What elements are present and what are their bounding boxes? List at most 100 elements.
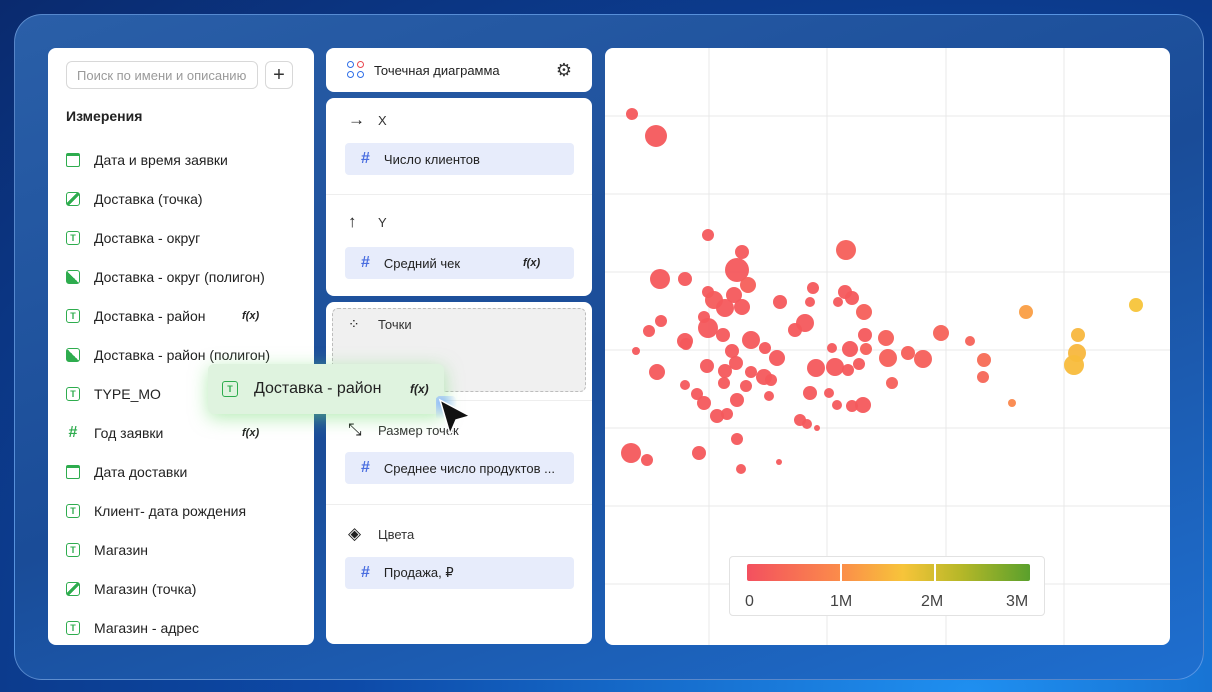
scatter-point[interactable]	[845, 291, 859, 305]
scatter-point[interactable]	[626, 108, 638, 120]
scatter-point[interactable]	[977, 371, 989, 383]
scatter-point[interactable]	[716, 299, 734, 317]
scatter-point[interactable]	[650, 269, 670, 289]
scatter-point[interactable]	[858, 328, 872, 342]
scatter-point[interactable]	[726, 287, 742, 303]
scatter-point[interactable]	[842, 364, 854, 376]
scatter-point[interactable]	[965, 336, 975, 346]
scatter-point[interactable]	[645, 125, 667, 147]
y-field-chip[interactable]: # Средний чек f(x)	[345, 247, 574, 279]
scatter-point[interactable]	[879, 349, 897, 367]
x-field-chip[interactable]: # Число клиентов	[345, 143, 574, 175]
scatter-point[interactable]	[643, 325, 655, 337]
search-input[interactable]: Поиск по имени и описанию	[66, 61, 258, 89]
scatter-point[interactable]	[901, 346, 915, 360]
scatter-point[interactable]	[697, 396, 711, 410]
scatter-point[interactable]	[632, 347, 640, 355]
scatter-point[interactable]	[807, 282, 819, 294]
scatter-point[interactable]	[759, 342, 771, 354]
scatter-point[interactable]	[826, 358, 844, 376]
scatter-point[interactable]	[824, 388, 834, 398]
scatter-point[interactable]	[649, 364, 665, 380]
scatter-point[interactable]	[788, 323, 802, 337]
scatter-point[interactable]	[769, 350, 785, 366]
scatter-point[interactable]	[680, 380, 690, 390]
scatter-point[interactable]	[1071, 328, 1085, 342]
dimension-item[interactable]: Доставка - округ (полигон)	[66, 257, 306, 296]
dimension-item[interactable]: Доставка (точка)	[66, 179, 306, 218]
scatter-point[interactable]	[776, 459, 782, 465]
chart-type-selector[interactable]: Точечная диаграмма ⚙	[326, 48, 592, 92]
scatter-point[interactable]	[734, 299, 750, 315]
scatter-point[interactable]	[1019, 305, 1033, 319]
scatter-point[interactable]	[802, 419, 812, 429]
scatter-point[interactable]	[803, 386, 817, 400]
scatter-point[interactable]	[853, 358, 865, 370]
scatter-point[interactable]	[842, 341, 858, 357]
scatter-point[interactable]	[736, 464, 746, 474]
scatter-point[interactable]	[730, 393, 744, 407]
dimension-item[interactable]: T TYPE_MO	[66, 374, 306, 413]
scatter-point[interactable]	[836, 240, 856, 260]
dragged-field[interactable]: T Доставка - район f(x)	[208, 364, 444, 414]
scatter-point[interactable]	[718, 377, 730, 389]
scatter-point[interactable]	[621, 443, 641, 463]
dimension-item[interactable]: Магазин (точка)	[66, 569, 306, 608]
dimension-item[interactable]: Доставка - район (полигон)	[66, 335, 306, 374]
scatter-point[interactable]	[725, 344, 739, 358]
scatter-point[interactable]	[933, 325, 949, 341]
scatter-point[interactable]	[691, 388, 703, 400]
scatter-point[interactable]	[700, 359, 714, 373]
gear-icon[interactable]: ⚙	[555, 60, 573, 80]
size-field-chip[interactable]: # Среднее число продуктов ...	[345, 452, 574, 484]
dimension-item[interactable]: T Магазин	[66, 530, 306, 569]
dimension-item[interactable]: Дата доставки	[66, 452, 306, 491]
add-field-button[interactable]: +	[265, 61, 293, 89]
dimension-item[interactable]: Дата и время заявки	[66, 140, 306, 179]
points-dropzone[interactable]	[332, 308, 586, 392]
dimension-item[interactable]: T Магазин - адрес	[66, 608, 306, 647]
dimension-item[interactable]: T Доставка - округ	[66, 218, 306, 257]
scatter-point[interactable]	[692, 446, 706, 460]
scatter-point[interactable]	[735, 245, 749, 259]
dimension-item[interactable]: T Клиент- дата рождения	[66, 491, 306, 530]
scatter-point[interactable]	[1064, 355, 1084, 375]
scatter-point[interactable]	[855, 397, 871, 413]
scatter-point[interactable]	[807, 359, 825, 377]
dimension-item[interactable]: # Год заявки f(x)	[66, 413, 306, 452]
scatter-point[interactable]	[827, 343, 837, 353]
scatter-point[interactable]	[678, 272, 692, 286]
scatter-point[interactable]	[745, 366, 757, 378]
scatter-point[interactable]	[846, 400, 858, 412]
scatter-point[interactable]	[740, 380, 752, 392]
scatter-point[interactable]	[718, 364, 732, 378]
scatter-point[interactable]	[814, 425, 820, 431]
scatter-point[interactable]	[765, 374, 777, 386]
scatter-point[interactable]	[725, 258, 749, 282]
scatter-point[interactable]	[977, 353, 991, 367]
scatter-point[interactable]	[698, 318, 718, 338]
scatter-point[interactable]	[680, 338, 692, 350]
scatter-point[interactable]	[878, 330, 894, 346]
scatter-point[interactable]	[886, 377, 898, 389]
scatter-point[interactable]	[1129, 298, 1143, 312]
scatter-point[interactable]	[773, 295, 787, 309]
scatter-point[interactable]	[805, 297, 815, 307]
scatter-point[interactable]	[833, 297, 843, 307]
scatter-point[interactable]	[731, 433, 743, 445]
scatter-point[interactable]	[702, 229, 714, 241]
scatter-point[interactable]	[742, 331, 760, 349]
scatter-point[interactable]	[914, 350, 932, 368]
scatter-point[interactable]	[764, 391, 774, 401]
scatter-point[interactable]	[721, 408, 733, 420]
colors-field-chip[interactable]: # Продажа, ₽	[345, 557, 574, 589]
scatter-point[interactable]	[860, 343, 872, 355]
scatter-point[interactable]	[710, 409, 724, 423]
scatter-point[interactable]	[641, 454, 653, 466]
scatter-point[interactable]	[655, 315, 667, 327]
scatter-point[interactable]	[856, 304, 872, 320]
dimension-item[interactable]: T Доставка - район f(x)	[66, 296, 306, 335]
scatter-point[interactable]	[832, 400, 842, 410]
scatter-point[interactable]	[740, 277, 756, 293]
scatter-point[interactable]	[729, 356, 743, 370]
